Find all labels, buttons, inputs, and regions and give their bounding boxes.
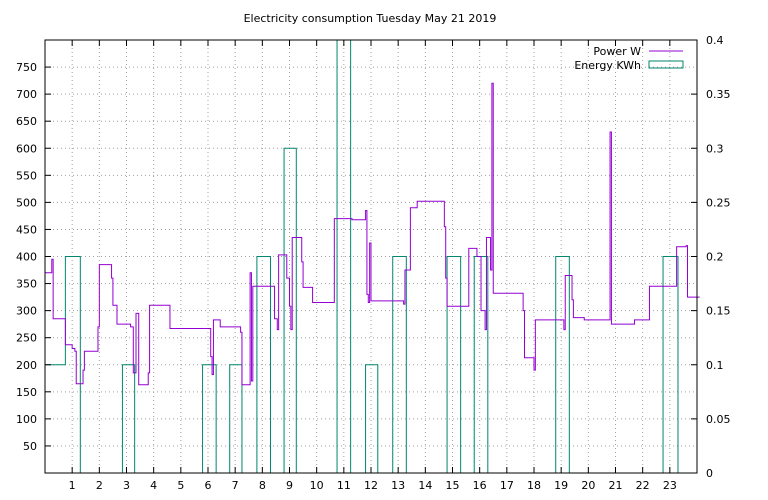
y-left-tick-label: 300 <box>16 305 37 318</box>
x-tick-label: 1 <box>69 479 76 492</box>
power-series-line <box>45 82 700 386</box>
y-left-tick-label: 100 <box>16 413 37 426</box>
x-tick-label: 20 <box>581 479 595 492</box>
legend-swatch-energy <box>648 60 684 69</box>
y-left-tick-label: 150 <box>16 386 37 399</box>
x-tick-label: 22 <box>636 479 650 492</box>
y-left-tick-label: 50 <box>23 440 37 453</box>
y-left-tick-label: 650 <box>16 115 37 128</box>
x-tick-label: 4 <box>150 479 157 492</box>
y-right-tick-label: 0.3 <box>706 142 724 155</box>
x-tick-label: 2 <box>96 479 103 492</box>
x-tick-label: 19 <box>554 479 568 492</box>
legend-label-energy: Energy KWh <box>574 59 641 72</box>
y-left-tick-label: 750 <box>16 61 37 74</box>
x-tick-label: 15 <box>446 479 460 492</box>
y-left-tick-label: 600 <box>16 142 37 155</box>
y-right-tick-label: 0.1 <box>706 359 724 372</box>
x-tick-label: 21 <box>609 479 623 492</box>
x-tick-label: 10 <box>310 479 324 492</box>
x-tick-label: 7 <box>232 479 239 492</box>
x-tick-label: 5 <box>177 479 184 492</box>
y-right-tick-label: 0.05 <box>706 413 731 426</box>
x-tick-label: 13 <box>391 479 405 492</box>
x-tick-label: 18 <box>527 479 541 492</box>
y-left-tick-label: 700 <box>16 88 37 101</box>
x-tick-label: 8 <box>259 479 266 492</box>
y-left-tick-label: 400 <box>16 251 37 264</box>
x-tick-label: 23 <box>663 479 677 492</box>
power-series-layer <box>45 82 700 386</box>
y-left-tick-label: 550 <box>16 169 37 182</box>
y-left-tick-label: 450 <box>16 223 37 236</box>
y-right-tick-label: 0.15 <box>706 305 731 318</box>
y-right-tick-label: 0.35 <box>706 88 731 101</box>
y-left-tick-label: 250 <box>16 332 37 345</box>
y-right-tick-label: 0.4 <box>706 34 724 47</box>
y-left-tick-label: 200 <box>16 359 37 372</box>
y-right-tick-label: 0.25 <box>706 196 731 209</box>
legend-label-power: Power W <box>593 45 641 58</box>
x-tick-label: 12 <box>364 479 378 492</box>
y-right-tick-label: 0 <box>706 467 713 480</box>
x-tick-label: 6 <box>205 479 212 492</box>
axis-ticks: 1 2 3 4 5 6 7 8 9 10 11 12 13 14 15 16 17 18 19 20 21 22 23501… <box>16 34 731 492</box>
x-tick-label: 11 <box>337 479 351 492</box>
chart-title: Electricity consumption Tuesday May 21 2… <box>244 12 497 25</box>
y-left-tick-label: 500 <box>16 196 37 209</box>
y-left-tick-label: 350 <box>16 278 37 291</box>
x-tick-label: 9 <box>286 479 293 492</box>
y-right-tick-label: 0.2 <box>706 251 724 264</box>
x-tick-label: 3 <box>123 479 130 492</box>
x-tick-label: 14 <box>418 479 432 492</box>
x-tick-label: 16 <box>473 479 487 492</box>
x-tick-label: 17 <box>500 479 514 492</box>
legend: Power W Energy KWh <box>574 45 684 72</box>
